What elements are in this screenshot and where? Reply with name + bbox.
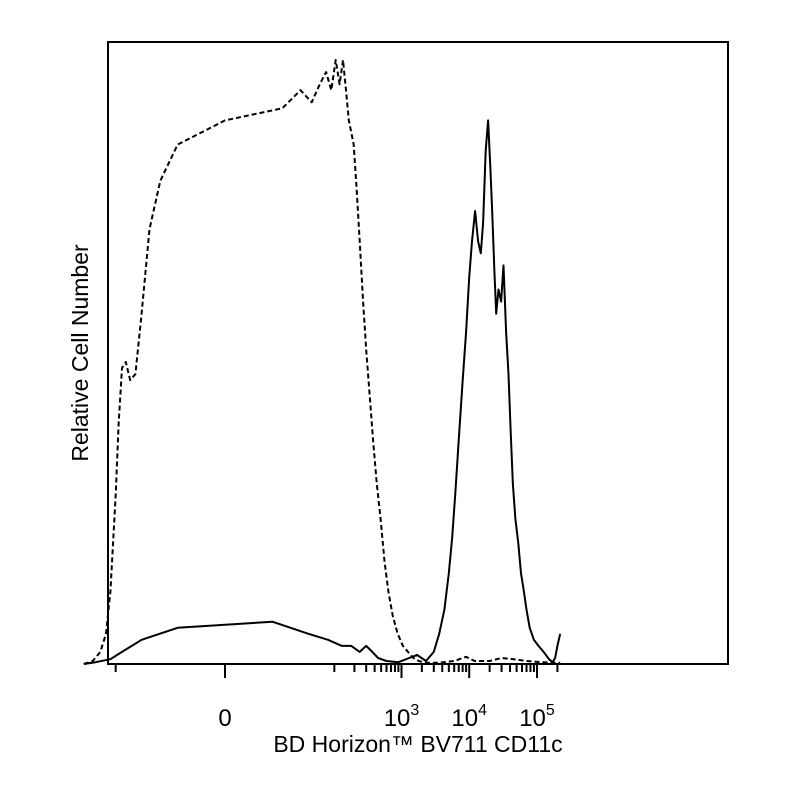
x-tick-label: 103: [384, 702, 420, 732]
solid-series-line: [83, 119, 562, 665]
x-tick-label: 104: [451, 702, 487, 732]
plot-frame: [107, 41, 729, 665]
x-axis-ticks: [114, 664, 559, 678]
dashed-series-line: [83, 59, 561, 665]
y-axis-title: Relative Cell Number: [67, 244, 93, 462]
x-tick-label: 105: [519, 702, 555, 732]
x-axis-title: BD Horizon™ BV711 CD11c: [273, 731, 562, 757]
x-tick-label: 0: [218, 705, 231, 732]
series-layer: [83, 59, 562, 665]
x-axis-tick-labels: 0 103 104 105: [218, 702, 555, 732]
